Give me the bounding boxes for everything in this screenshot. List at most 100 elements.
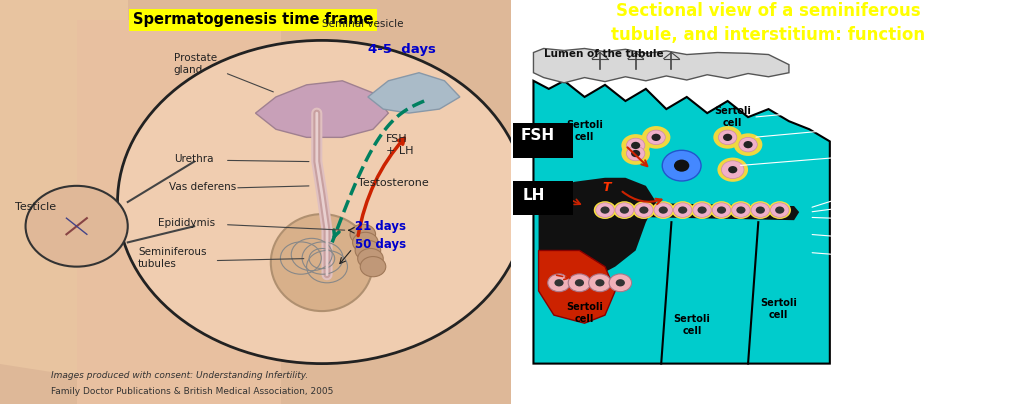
Circle shape bbox=[693, 203, 712, 217]
Circle shape bbox=[728, 166, 737, 173]
Text: Vas deferens: Vas deferens bbox=[169, 182, 236, 192]
Circle shape bbox=[736, 206, 745, 214]
Circle shape bbox=[719, 130, 737, 145]
Circle shape bbox=[596, 203, 614, 217]
Circle shape bbox=[635, 203, 653, 217]
Circle shape bbox=[691, 201, 714, 219]
Text: Testosterone: Testosterone bbox=[357, 178, 428, 188]
Text: Seminiferous
tubules: Seminiferous tubules bbox=[138, 247, 207, 269]
Text: Sertoli
cell: Sertoli cell bbox=[760, 298, 797, 320]
Circle shape bbox=[678, 206, 687, 214]
Circle shape bbox=[357, 248, 383, 269]
Circle shape bbox=[674, 160, 689, 172]
Ellipse shape bbox=[270, 214, 373, 311]
Text: Spermatocytes: Spermatocytes bbox=[891, 149, 970, 158]
Text: Leydig cells: Leydig cells bbox=[891, 236, 952, 245]
Circle shape bbox=[609, 274, 632, 292]
Circle shape bbox=[697, 206, 707, 214]
Circle shape bbox=[647, 130, 666, 145]
Polygon shape bbox=[0, 0, 128, 384]
Text: Capillary: Capillary bbox=[891, 254, 937, 263]
Circle shape bbox=[355, 240, 381, 261]
Circle shape bbox=[672, 201, 694, 219]
Text: Epididymis: Epididymis bbox=[159, 218, 215, 228]
Circle shape bbox=[615, 279, 625, 286]
Circle shape bbox=[574, 279, 584, 286]
Polygon shape bbox=[368, 73, 460, 113]
Circle shape bbox=[732, 203, 751, 217]
Circle shape bbox=[658, 206, 668, 214]
Circle shape bbox=[627, 146, 645, 161]
Text: Sectional view of a seminiferous: Sectional view of a seminiferous bbox=[616, 2, 921, 20]
Circle shape bbox=[600, 206, 609, 214]
Text: Family Doctor Publications & British Medical Association, 2005: Family Doctor Publications & British Med… bbox=[51, 387, 334, 396]
Circle shape bbox=[622, 142, 650, 165]
Circle shape bbox=[663, 150, 701, 181]
Text: membrane: membrane bbox=[891, 215, 948, 225]
Circle shape bbox=[613, 201, 636, 219]
Circle shape bbox=[352, 232, 378, 252]
Circle shape bbox=[622, 134, 650, 157]
Text: Spermatogonia: Spermatogonia bbox=[891, 179, 971, 189]
Polygon shape bbox=[77, 20, 281, 404]
Circle shape bbox=[717, 206, 726, 214]
Circle shape bbox=[654, 203, 673, 217]
Circle shape bbox=[750, 201, 771, 219]
Text: Sertoli
cell: Sertoli cell bbox=[566, 120, 603, 142]
Polygon shape bbox=[0, 0, 511, 404]
Circle shape bbox=[739, 137, 758, 152]
Circle shape bbox=[722, 161, 744, 179]
Polygon shape bbox=[590, 202, 799, 220]
Text: FSH: FSH bbox=[520, 128, 554, 143]
Text: Spermatogenesis time frame: Spermatogenesis time frame bbox=[133, 12, 373, 27]
FancyBboxPatch shape bbox=[508, 123, 573, 158]
Text: Lumen of the tubule: Lumen of the tubule bbox=[544, 49, 664, 59]
Circle shape bbox=[594, 201, 616, 219]
Text: Spermatids: Spermatids bbox=[891, 120, 950, 130]
Circle shape bbox=[730, 201, 753, 219]
Text: Testicle: Testicle bbox=[15, 202, 56, 212]
Circle shape bbox=[633, 201, 655, 219]
Text: tubule, and interstitium: function: tubule, and interstitium: function bbox=[611, 26, 926, 44]
Circle shape bbox=[642, 126, 671, 149]
Circle shape bbox=[554, 279, 563, 286]
Circle shape bbox=[651, 134, 660, 141]
Polygon shape bbox=[256, 81, 388, 137]
FancyBboxPatch shape bbox=[508, 181, 573, 215]
Circle shape bbox=[713, 203, 731, 217]
Text: 21 days: 21 days bbox=[355, 220, 407, 233]
Circle shape bbox=[26, 186, 128, 267]
Circle shape bbox=[723, 134, 732, 141]
Polygon shape bbox=[534, 81, 829, 364]
Circle shape bbox=[589, 274, 611, 292]
Circle shape bbox=[568, 274, 591, 292]
Text: 50 days: 50 days bbox=[355, 238, 407, 251]
Text: 4-5  days: 4-5 days bbox=[368, 42, 436, 55]
Circle shape bbox=[652, 201, 675, 219]
Circle shape bbox=[631, 150, 640, 157]
Circle shape bbox=[743, 141, 753, 148]
Text: Urethra: Urethra bbox=[174, 154, 213, 164]
Text: Spermatozoa: Spermatozoa bbox=[891, 80, 961, 90]
Text: Prostate
gland: Prostate gland bbox=[174, 53, 217, 75]
Circle shape bbox=[775, 206, 784, 214]
Circle shape bbox=[595, 279, 604, 286]
Polygon shape bbox=[539, 178, 656, 283]
Circle shape bbox=[756, 206, 765, 214]
Circle shape bbox=[627, 138, 645, 153]
Polygon shape bbox=[539, 250, 615, 323]
Text: Sertoli
cell: Sertoli cell bbox=[566, 302, 603, 324]
Circle shape bbox=[752, 203, 769, 217]
Circle shape bbox=[639, 206, 648, 214]
Circle shape bbox=[360, 257, 386, 277]
Text: FSH
+ LH: FSH + LH bbox=[386, 134, 414, 156]
Text: Sertoli
cell: Sertoli cell bbox=[715, 106, 752, 128]
Circle shape bbox=[711, 201, 733, 219]
Text: T: T bbox=[602, 181, 611, 194]
Text: Seminal vesicle: Seminal vesicle bbox=[322, 19, 403, 29]
Circle shape bbox=[714, 126, 742, 149]
Circle shape bbox=[350, 224, 376, 244]
Text: LH: LH bbox=[522, 188, 545, 203]
Circle shape bbox=[770, 203, 788, 217]
Text: Basement: Basement bbox=[891, 197, 944, 207]
